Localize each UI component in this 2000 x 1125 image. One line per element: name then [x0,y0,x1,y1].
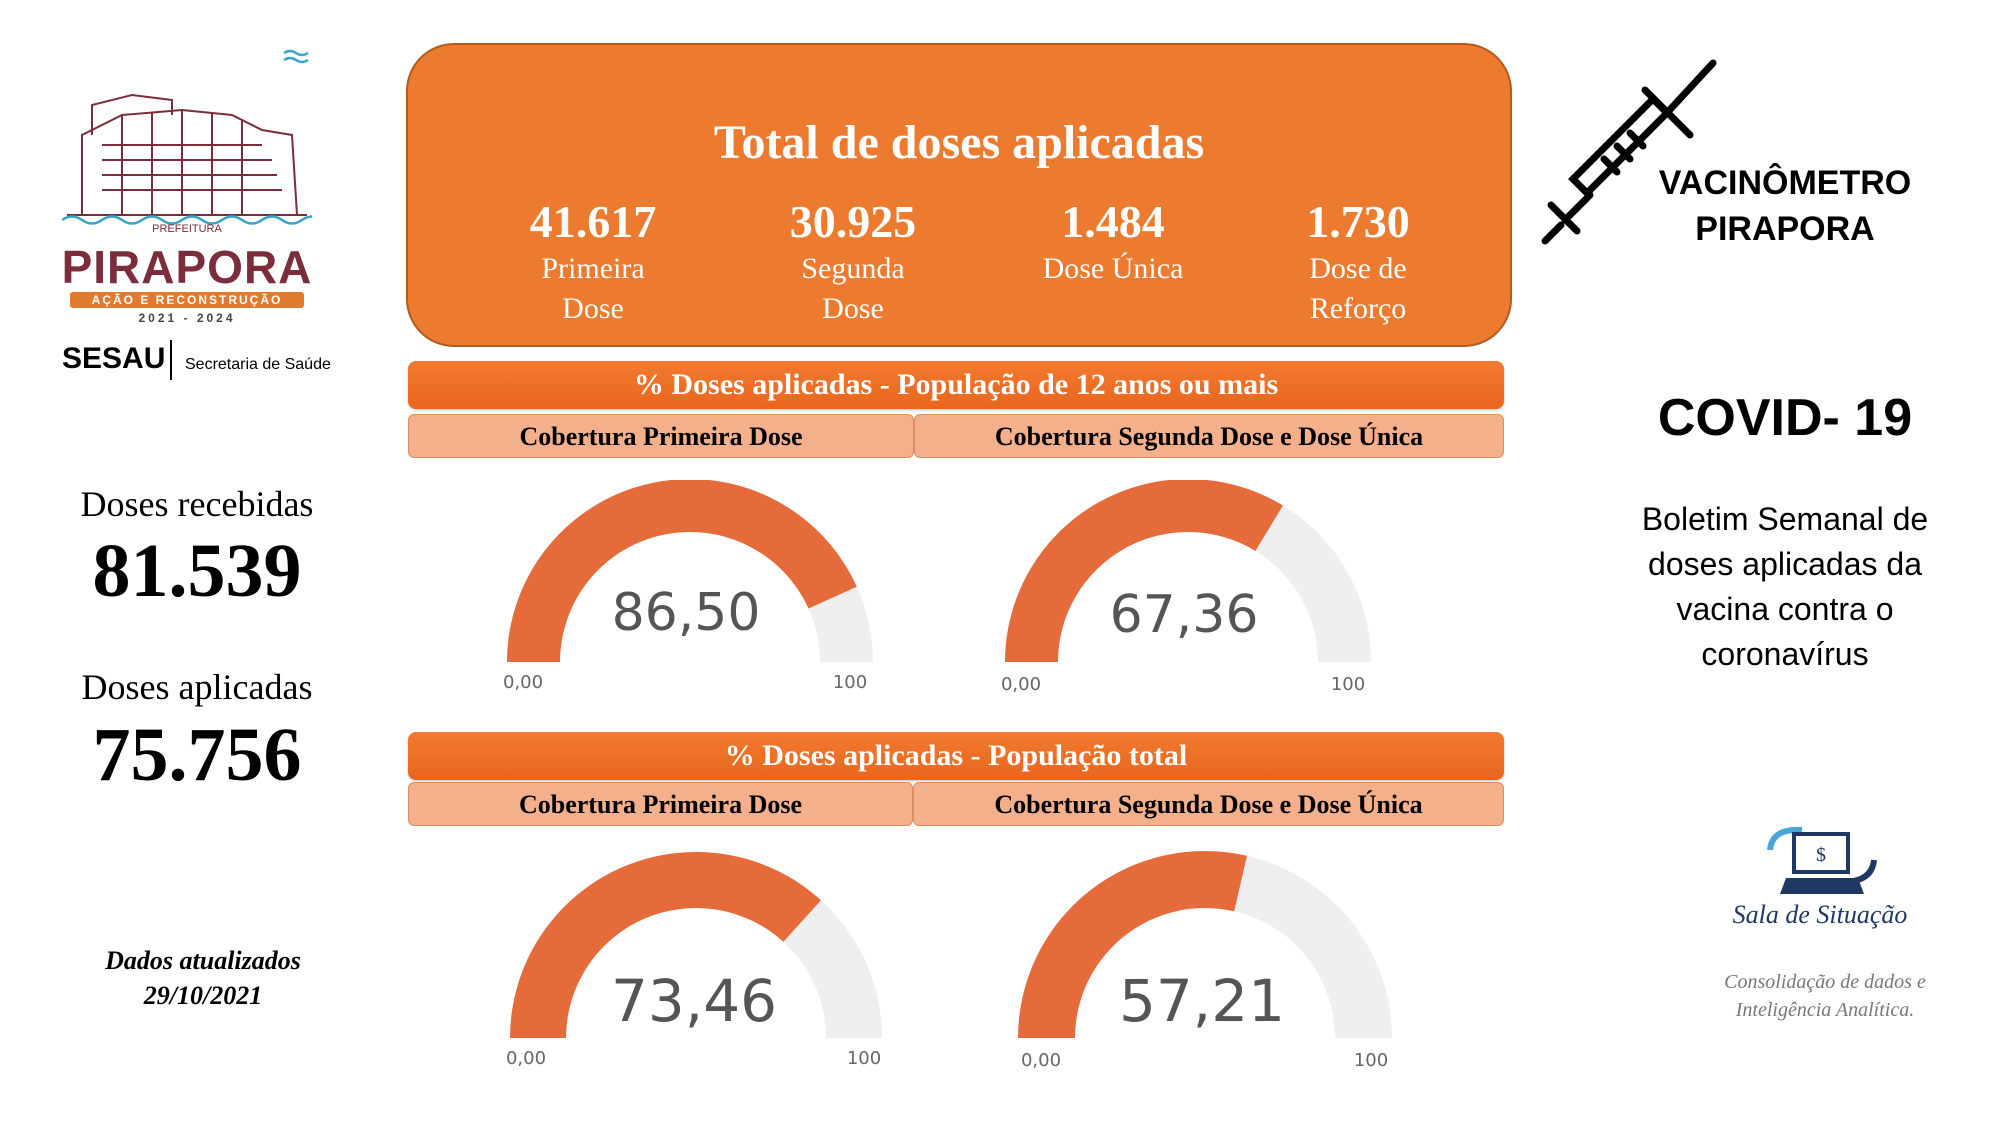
booster-dose-label-2: Reforço [1309,292,1407,325]
first-dose-value: 41.617 [529,196,657,247]
logo-motto: AÇÃO E RECONSTRUÇÃO [70,292,304,308]
section-total-header: % Doses aplicadas - População total [408,732,1504,780]
vacinometro-title-line2: PIRAPORA [1695,210,1875,248]
gauge-max-label: 100 [1354,1050,1388,1071]
sesau-name: Secretaria de Saúde [185,356,331,373]
first-dose-stat: 41.617 Primeira Dose [483,195,703,329]
waves-icon [283,49,309,64]
doses-received-label: Doses recebidas [80,484,314,524]
gauge-min-label: 0,00 [1001,674,1041,695]
boletim-line3: vacina contra o [1676,591,1894,627]
logo-city-name: PIRAPORA [61,241,313,293]
sala-desc-line2: Inteligência Analítica. [1735,999,1915,1021]
boletim-description: Boletim Semanal de doses aplicadas da va… [1620,497,1950,677]
boletim-line1: Boletim Semanal de [1641,501,1929,537]
booster-dose-value: 1.730 [1306,196,1410,247]
gauge-max-label: 100 [847,1048,881,1069]
first-dose-label-1: Primeira [541,252,645,285]
tab-total-second-dose[interactable]: Cobertura Segunda Dose e Dose Única [913,782,1504,826]
gauge-min-label: 0,00 [506,1048,546,1069]
sala-desc-line1: Consolidação de dados e [1724,971,1926,993]
covid-title: COVID- 19 [1657,389,1913,447]
updated-label: Dados atualizados [105,946,301,975]
second-dose-label-2: Dose [822,292,884,325]
second-dose-value: 30.925 [789,196,917,247]
logo-years: 2021 - 2024 [138,311,236,325]
gauge-12plus-first-dose: 86,50 0,00 100 [503,480,873,693]
doses-received-value: 81.539 [92,529,302,613]
single-dose-label-1: Dose Única [1042,252,1184,285]
gauge-min-label: 0,00 [503,672,543,693]
section-12plus-header: % Doses aplicadas - População de 12 anos… [408,361,1504,409]
gauge-total-second-dose: 57,21 0,00 100 [1018,851,1392,1071]
sala-situacao-title: Sala de Situação [1732,900,1908,929]
logo-prefeitura-text: PREFEITURA [152,223,222,235]
gauge-max-label: 100 [1331,674,1365,695]
gauge-value: 86,50 [612,583,761,643]
tab-12plus-second-dose[interactable]: Cobertura Segunda Dose e Dose Única [914,414,1504,458]
tab-total-first-dose[interactable]: Cobertura Primeira Dose [408,782,913,826]
gauge-fill [507,480,857,662]
sesau-acronym: SESAU [62,342,166,375]
gauge-total-first-dose: 73,46 0,00 100 [506,852,882,1069]
sala-situacao-description: Consolidação de dados e Inteligência Ana… [1660,968,1990,1024]
gauge-fill [510,852,822,1038]
first-dose-label-2: Dose [562,292,624,325]
second-dose-label-1: Segunda [801,252,905,285]
syringe-icon [1541,59,1717,245]
booster-dose-stat: 1.730 Dose de Reforço [1248,195,1468,329]
gauge-value: 73,46 [611,967,777,1035]
gauge-value: 67,36 [1110,585,1259,645]
vacinometro-title: VACINÔMETRO PIRAPORA [1640,160,1930,252]
logo-wave-line-icon [62,215,312,225]
boletim-line4: coronavírus [1701,636,1869,672]
gauge-max-label: 100 [833,672,867,693]
gauge-12plus-second-dose: 67,36 0,00 100 [1001,480,1371,695]
gauge-min-label: 0,00 [1021,1050,1061,1071]
vacinometro-title-line1: VACINÔMETRO [1658,164,1912,202]
boletim-line2: doses aplicadas da [1648,546,1922,582]
tab-12plus-first-dose[interactable]: Cobertura Primeira Dose [408,414,914,458]
gauge-value: 57,21 [1119,967,1285,1035]
building-illustration-icon [67,93,307,216]
gauge-fill [1005,480,1283,662]
total-doses-panel: Total de doses aplicadas 41.617 Primeira… [406,43,1512,347]
doses-applied-label: Doses aplicadas [81,667,313,707]
gauge-fill [1018,851,1247,1038]
prefeitura-logo: PREFEITURA PIRAPORA AÇÃO E RECONSTRUÇÃO … [52,45,322,325]
booster-dose-label-1: Dose de [1309,252,1407,285]
single-dose-stat: 1.484 Dose Única [1003,195,1223,289]
sala-situacao-logo-icon: $ [1767,826,1877,894]
total-doses-title: Total de doses aplicadas [713,116,1205,169]
second-dose-stat: 30.925 Segunda Dose [743,195,963,329]
sesau-divider [170,340,172,380]
single-dose-value: 1.484 [1061,196,1165,247]
doses-applied-value: 75.756 [92,713,302,797]
updated-date: 29/10/2021 [143,981,263,1010]
svg-text:$: $ [1816,844,1826,866]
